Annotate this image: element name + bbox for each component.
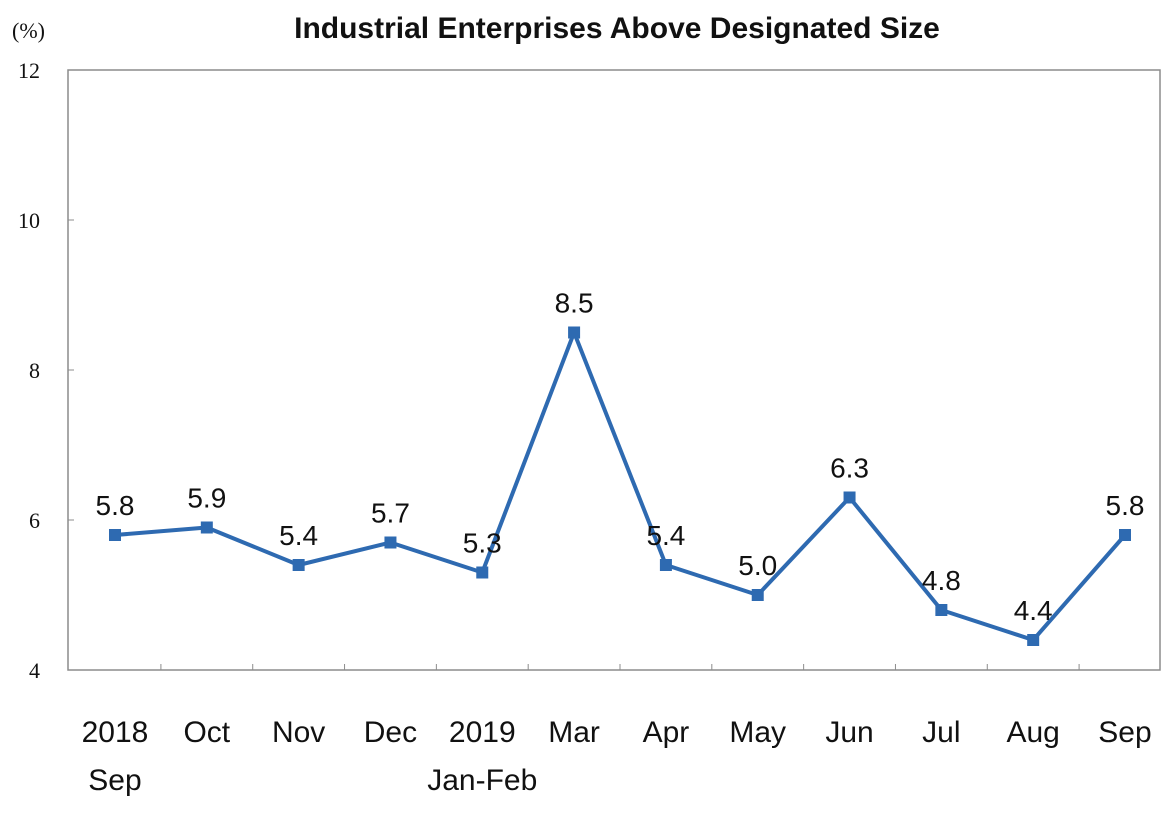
x-tick-label-line: Jan-Feb <box>427 764 537 797</box>
data-label: 5.9 <box>187 483 226 514</box>
x-tick-label: 2018 Sep <box>82 716 149 797</box>
x-axis-ticks: 2018 Sep Oct Nov Dec 2019 Jan-Feb Mar Apr May Jun J… <box>82 664 1152 797</box>
x-tick-label: Sep <box>1098 716 1151 749</box>
x-tick-label: May <box>729 716 786 749</box>
data-point-marker <box>1119 529 1131 541</box>
data-label: 5.4 <box>646 520 685 551</box>
x-tick-label: Apr <box>643 716 690 749</box>
x-tick-label: Jun <box>825 716 873 749</box>
x-tick-label: Mar <box>548 716 600 749</box>
data-label: 5.3 <box>463 528 502 559</box>
chart-title: Industrial Enterprises Above Designated … <box>294 12 940 45</box>
data-point-marker <box>476 566 489 579</box>
data-label: 5.8 <box>96 490 135 521</box>
plot-area-frame <box>67 69 1161 671</box>
data-label: 4.8 <box>922 565 961 596</box>
data-point-marker <box>843 491 856 504</box>
x-tick-label: Oct <box>183 716 230 749</box>
x-tick-label-line: Mar <box>548 716 600 749</box>
x-tick-label-line: 2019 <box>449 716 516 749</box>
x-tick-label-line: Sep <box>88 764 141 797</box>
data-point-marker <box>384 536 397 549</box>
y-tick-label: 6 <box>29 508 40 533</box>
y-tick-label: 4 <box>29 658 40 683</box>
data-label: 8.5 <box>555 288 594 319</box>
data-label: 6.3 <box>830 453 869 484</box>
x-tick-label-line: Dec <box>364 716 417 749</box>
y-tick-label: 10 <box>18 208 40 233</box>
x-tick-label: Nov <box>272 716 325 749</box>
data-point-marker <box>109 529 121 541</box>
data-labels: 5.8 5.9 5.4 5.7 5.3 8.5 5.4 5.0 6.3 4.8 4.4 5.8 <box>96 288 1145 627</box>
x-tick-label-line: Jun <box>825 716 873 749</box>
x-tick-label: Dec <box>364 716 417 749</box>
data-label: 5.4 <box>279 520 318 551</box>
data-label: 5.7 <box>371 498 410 529</box>
y-unit-label: (%) <box>12 18 45 43</box>
x-tick-label-line: Aug <box>1006 716 1059 749</box>
data-point-marker <box>1027 634 1040 646</box>
series-layer <box>109 326 1131 646</box>
data-point-marker <box>659 559 672 571</box>
data-point-marker <box>935 604 948 616</box>
data-point-marker <box>200 521 213 534</box>
data-label: 5.8 <box>1106 490 1145 521</box>
y-tick-label: 8 <box>29 358 40 383</box>
data-point-marker <box>751 589 764 601</box>
data-label: 4.4 <box>1014 595 1053 626</box>
data-point-marker <box>292 559 305 571</box>
x-tick-label: 2019 Jan-Feb <box>427 716 537 797</box>
x-tick-label-line: 2018 <box>82 716 149 749</box>
y-tick-label: 12 <box>18 58 40 83</box>
x-tick-label-line: May <box>729 716 786 749</box>
x-tick-label-line: Apr <box>643 716 690 749</box>
x-tick-label-line: Oct <box>183 716 230 749</box>
y-axis-ticks: 12 10 8 6 4 <box>18 58 74 683</box>
x-tick-label-line: Sep <box>1098 716 1151 749</box>
x-tick-label-line: Nov <box>272 716 325 749</box>
data-label: 5.0 <box>738 550 777 581</box>
x-tick-label: Aug <box>1006 716 1059 749</box>
series-line <box>114 330 1127 642</box>
data-point-marker <box>568 326 581 339</box>
x-tick-label-line: Jul <box>922 716 960 749</box>
x-tick-label: Jul <box>922 716 960 749</box>
